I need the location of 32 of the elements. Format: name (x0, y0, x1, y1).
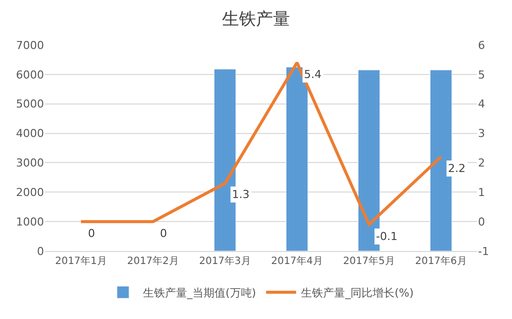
y2-tick-label: 6 (478, 38, 485, 52)
x-tick-label: 2017年1月 (55, 255, 107, 267)
y2-tick-label: 4 (478, 98, 485, 111)
y2-tick-label: 1 (478, 186, 485, 199)
y-tick-label: 2000 (16, 186, 44, 199)
legend-label: 生铁产量_当期值(万吨) (143, 286, 256, 300)
y-tick-label: 4000 (16, 127, 44, 140)
y-tick-label: 1000 (16, 215, 44, 228)
legend-label: 生铁产量_同比增长(%) (301, 286, 414, 300)
data-label: 0 (160, 227, 167, 240)
y2-tick-label: 5 (478, 68, 485, 82)
line-series (80, 61, 442, 226)
data-label: -0.1 (376, 230, 398, 243)
y2-tick-label: -1 (478, 244, 489, 258)
y2-tick-label: 2 (478, 156, 485, 170)
y-tick-label: 6000 (16, 68, 44, 82)
data-label: 2.2 (448, 162, 466, 175)
y-tick-label: 0 (37, 244, 44, 258)
y2-tick-label: 3 (478, 127, 485, 140)
y-tick-label: 3000 (16, 156, 44, 170)
x-tick-label: 2017年3月 (199, 255, 251, 267)
y2-tick-label: 0 (478, 215, 485, 228)
x-tick-label: 2017年2月 (127, 255, 179, 267)
y-tick-label: 7000 (16, 38, 44, 52)
data-label: 0 (88, 227, 95, 240)
y-tick-label: 5000 (16, 98, 44, 111)
chart-title: 生铁产量 (222, 10, 290, 30)
x-tick-label: 2017年5月 (343, 255, 395, 267)
data-label: 5.4 (304, 68, 322, 81)
x-tick-label: 2017年6月 (415, 255, 467, 267)
x-tick-label: 2017年4月 (271, 255, 323, 267)
data-label: 1.3 (232, 188, 250, 201)
